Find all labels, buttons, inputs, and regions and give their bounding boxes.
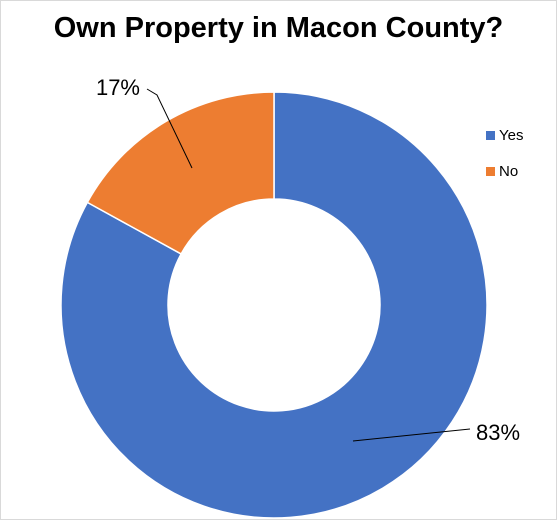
legend-swatch-no — [486, 166, 495, 176]
data-label-no: 17% — [96, 75, 140, 100]
legend-label-yes: Yes — [499, 126, 524, 144]
slice-no — [86, 91, 275, 255]
legend-item-yes: Yes — [486, 126, 523, 144]
slice-yes — [60, 91, 488, 519]
chart-title: Own Property in Macon County? — [53, 12, 504, 44]
data-label-yes: 83% — [476, 420, 520, 445]
leader-line-yes — [352, 428, 471, 442]
legend-swatch-yes — [486, 130, 495, 140]
leader-line-no — [146, 88, 193, 169]
legend-item-no: No — [486, 162, 523, 180]
legend: Yes No — [486, 126, 523, 198]
legend-label-no: No — [499, 162, 519, 180]
